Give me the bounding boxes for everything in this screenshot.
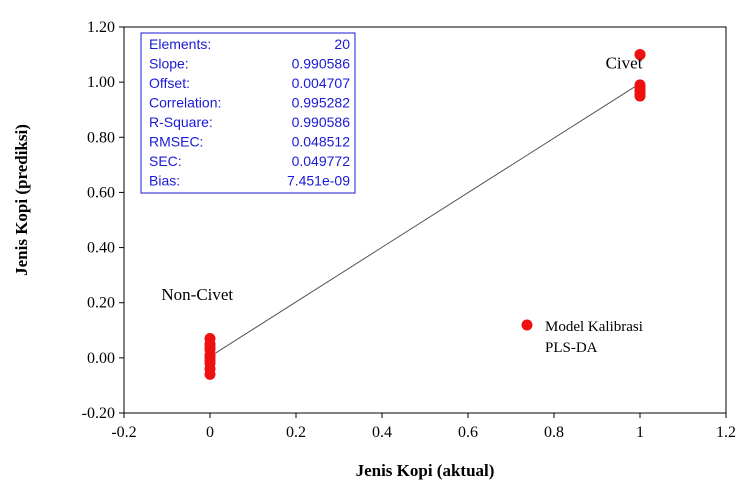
legend-label-line1: Model Kalibrasi xyxy=(545,319,643,335)
stats-value: 0.049772 xyxy=(292,153,351,169)
x-tick-label: 1 xyxy=(636,424,644,441)
stats-box: Elements: 20 Slope: 0.990586 Offset: 0.004707… xyxy=(140,32,356,194)
stats-label: Elements: xyxy=(149,36,211,52)
x-tick-label: 1.2 xyxy=(716,424,736,441)
stats-value: 0.990586 xyxy=(292,114,351,130)
y-axis-title: Jenis Kopi (prediksi) xyxy=(12,124,31,276)
x-tick-label: 0.2 xyxy=(286,424,306,441)
y-tick-label: 0.40 xyxy=(87,240,115,257)
x-tick-label: 0.4 xyxy=(372,424,392,441)
stats-label: Slope: xyxy=(149,56,189,72)
x-tick-label: 0.8 xyxy=(544,424,564,441)
stats-label: RMSEC: xyxy=(149,134,203,150)
y-tick-label: 0.60 xyxy=(87,184,115,201)
data-point xyxy=(204,368,216,380)
x-axis-title: Jenis Kopi (aktual) xyxy=(356,461,495,480)
x-tick-label: 0 xyxy=(206,424,214,441)
annotation-civet: Civet xyxy=(606,53,643,72)
x-tick-label: 0.6 xyxy=(458,424,478,441)
annotation-non-civet: Non-Civet xyxy=(161,285,233,304)
y-tick-label: 0.00 xyxy=(87,350,115,367)
data-points xyxy=(204,49,646,380)
stats-label: Offset: xyxy=(149,75,190,91)
x-axis-ticks: -0.2 0 0.2 0.4 0.6 0.8 1 1.2 xyxy=(111,413,736,441)
y-tick-label: 0.80 xyxy=(87,129,115,146)
stats-rows: Elements: 20 Slope: 0.990586 Offset: 0.004707… xyxy=(149,36,350,189)
legend-marker xyxy=(521,319,533,331)
plot-frame xyxy=(123,26,727,414)
legend: Model Kalibrasi PLS-DA xyxy=(521,319,643,356)
legend-label-line2: PLS-DA xyxy=(545,340,598,356)
stats-label: SEC: xyxy=(149,153,182,169)
stats-value: 7.451e-09 xyxy=(287,173,350,189)
regression-line xyxy=(209,83,641,357)
stats-value: 0.995282 xyxy=(292,95,351,111)
y-tick-label: 1.20 xyxy=(87,19,115,36)
stats-value: 0.004707 xyxy=(292,75,351,91)
y-tick-label: 1.00 xyxy=(87,74,115,91)
stats-value: 20 xyxy=(334,36,350,52)
stats-value: 0.048512 xyxy=(292,134,351,150)
stats-value: 0.990586 xyxy=(292,56,351,72)
stats-label: Bias: xyxy=(149,173,180,189)
x-tick-label: -0.2 xyxy=(111,424,136,441)
data-point xyxy=(634,49,646,61)
stats-box-frame xyxy=(140,32,356,194)
y-axis-ticks: -0.20 0.00 0.20 0.40 0.60 0.80 1.00 1.20 xyxy=(82,19,124,422)
stats-label: R-Square: xyxy=(149,114,213,130)
y-tick-label: 0.20 xyxy=(87,295,115,312)
data-point xyxy=(634,90,646,102)
y-tick-label: -0.20 xyxy=(82,405,115,422)
stats-label: Correlation: xyxy=(149,95,221,111)
